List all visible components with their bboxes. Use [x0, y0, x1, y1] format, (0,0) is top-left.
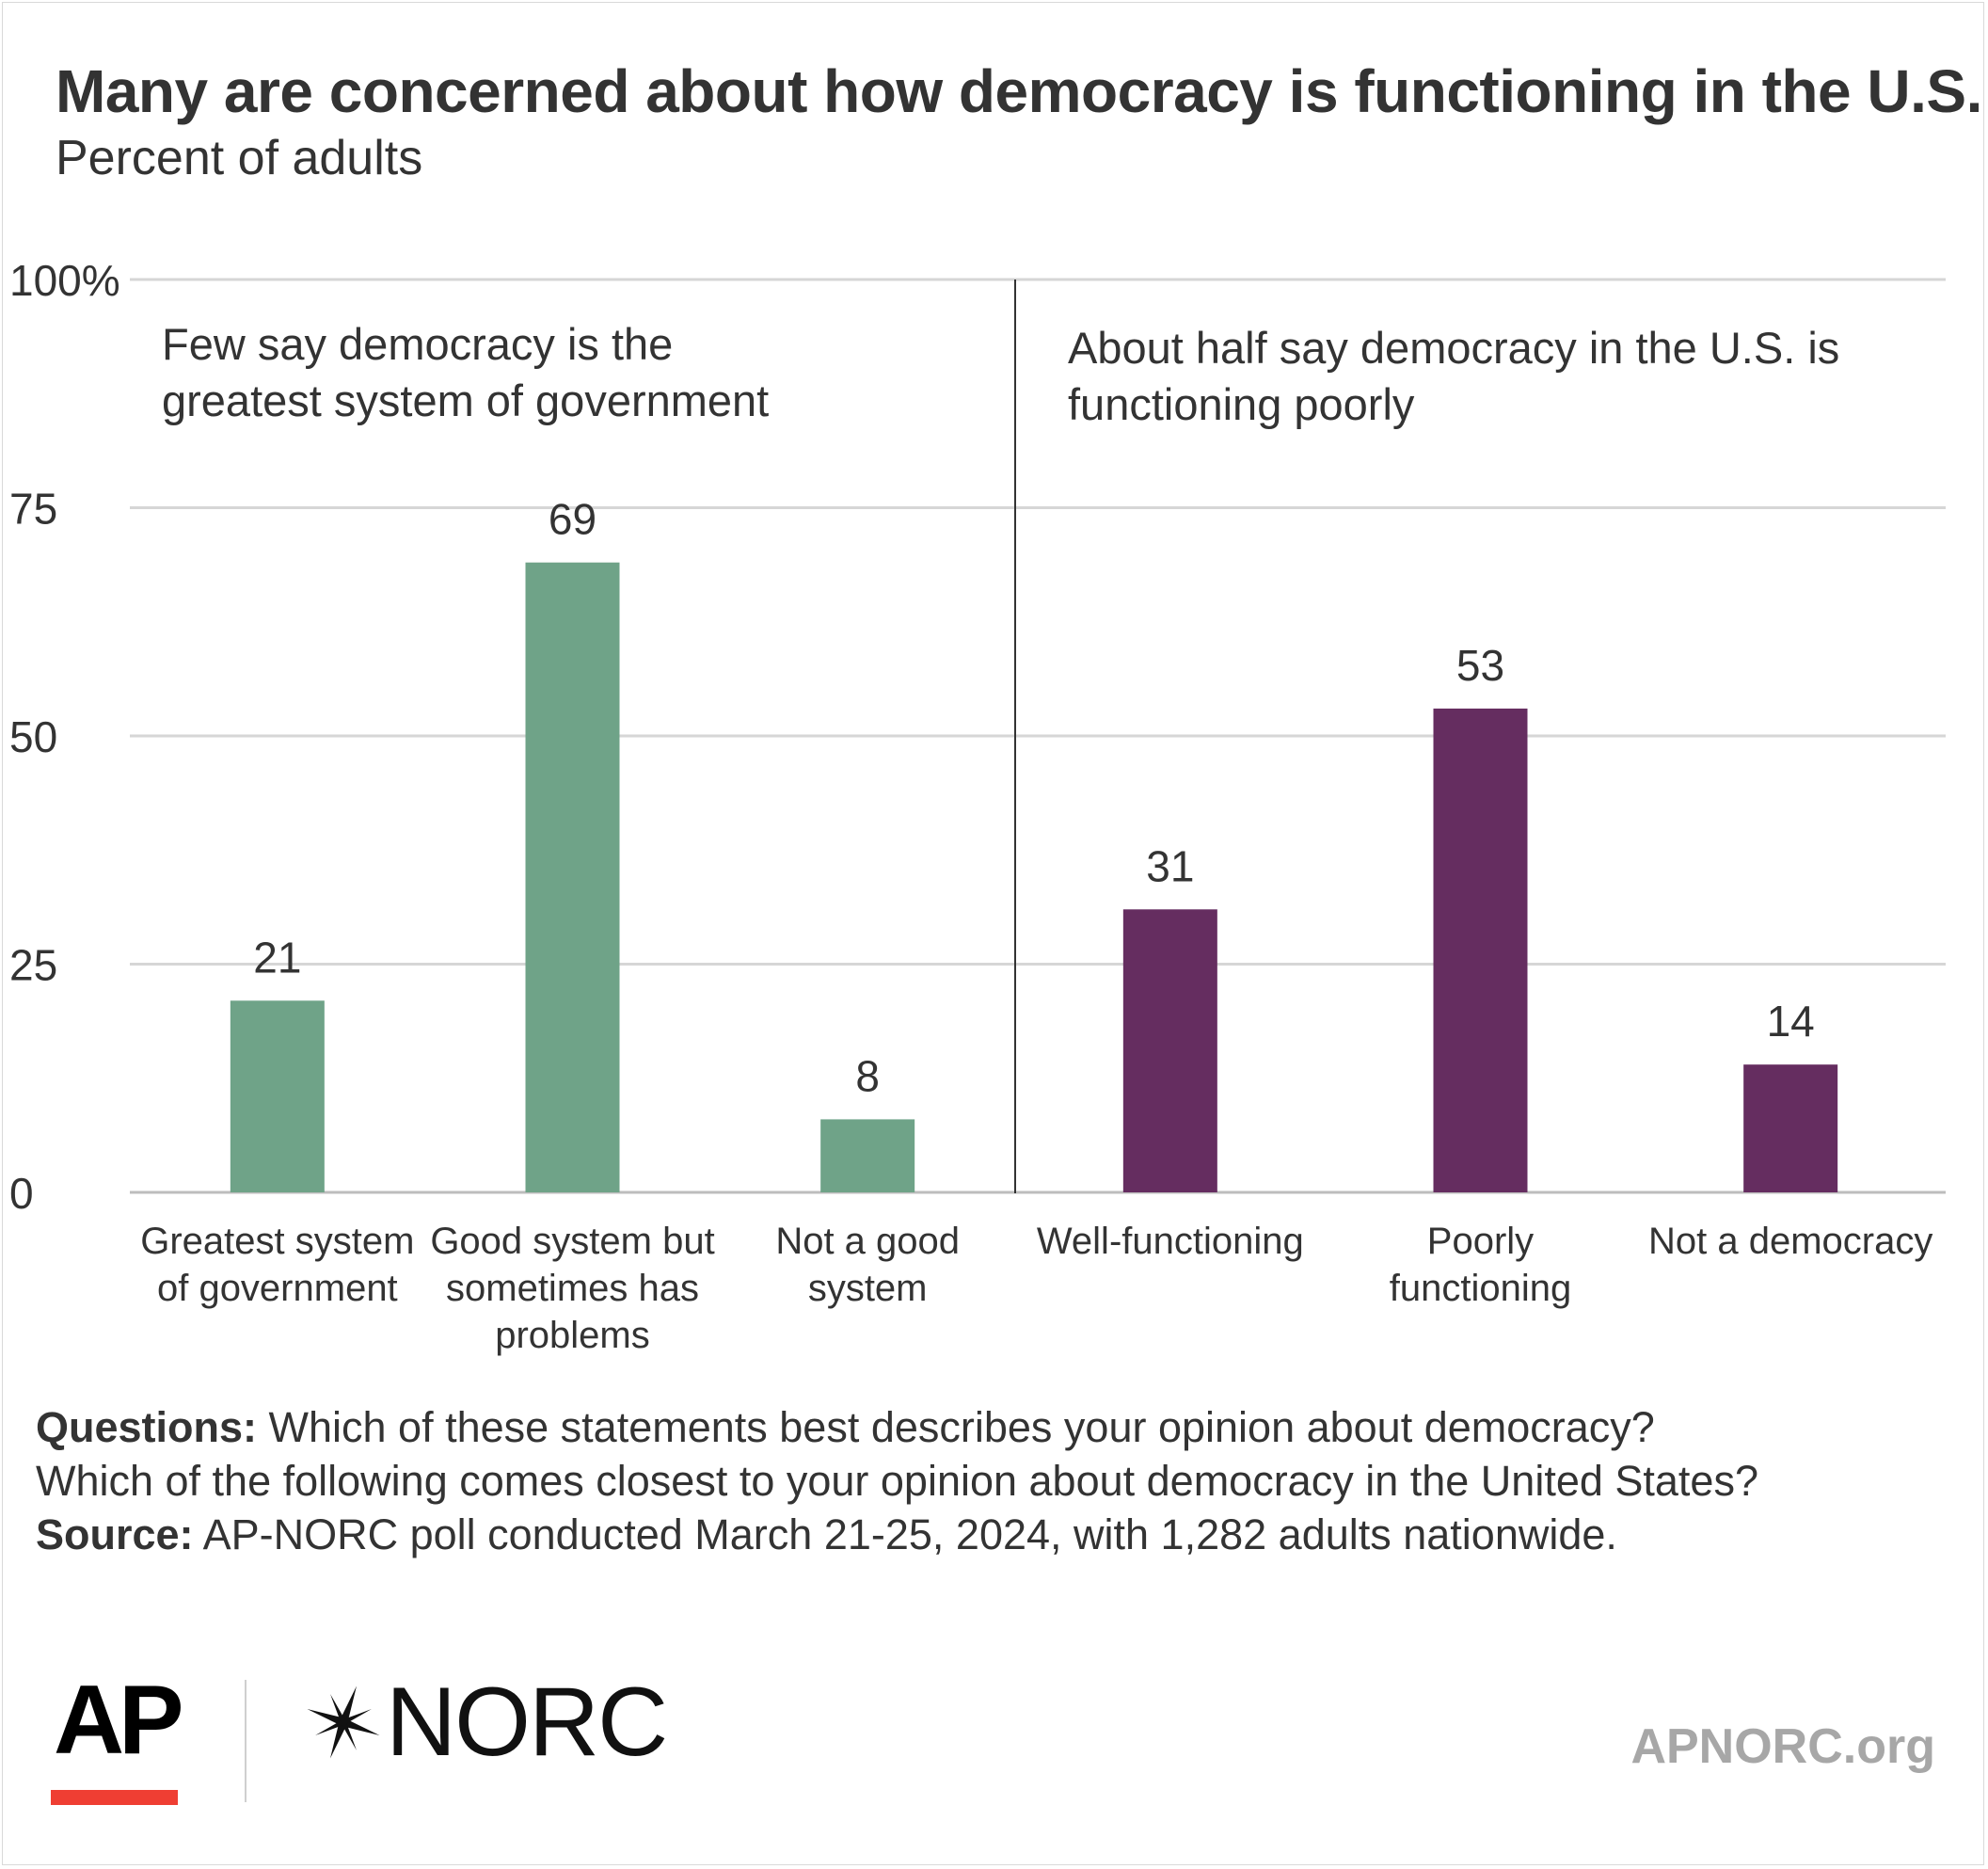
questions-line-2: Which of the following comes closest to …: [36, 1457, 1758, 1505]
questions-text-1: Which of these statements best describes…: [257, 1403, 1655, 1451]
ap-logo-red-bar: [51, 1790, 178, 1805]
category-label: Not a good system: [775, 1221, 960, 1309]
source-text: AP-NORC poll conducted March 21-25, 2024…: [193, 1510, 1617, 1558]
y-tick-label: 100%: [9, 256, 120, 305]
y-tick-label: 0: [9, 1169, 34, 1218]
gridlines: [130, 278, 1946, 1194]
chart-subtitle: Percent of adults: [56, 131, 423, 185]
y-tick-label: 75: [9, 485, 57, 534]
value-label: 21: [253, 933, 301, 982]
norc-star-icon: [307, 1685, 380, 1759]
bar: [1743, 1064, 1838, 1192]
bar: [820, 1119, 915, 1192]
category-label: Good system but sometimes has problems: [430, 1221, 714, 1356]
category-label: Well-functioning: [1037, 1221, 1304, 1262]
source-line: Source: AP-NORC poll conducted March 21-…: [36, 1508, 1758, 1561]
bar: [230, 1000, 325, 1192]
bar: [525, 562, 620, 1192]
value-label: 8: [855, 1051, 880, 1100]
questions-line-1: Questions: Which of these statements bes…: [36, 1400, 1758, 1454]
y-tick-label: 50: [9, 712, 57, 761]
value-label: 53: [1456, 641, 1504, 690]
value-labels: 21 69 8 31 53 14: [253, 495, 1815, 1101]
questions-label: Questions:: [36, 1403, 258, 1451]
category-label: Greatest system of government: [140, 1221, 414, 1309]
value-label: 69: [549, 495, 596, 544]
value-label: 31: [1146, 841, 1194, 890]
y-axis-ticks: 0 25 50 75 100%: [9, 256, 120, 1218]
bar: [1122, 909, 1217, 1192]
value-label: 14: [1767, 997, 1815, 1046]
site-url: APNORC.org: [1630, 1719, 1935, 1774]
ap-logo: AP: [54, 1666, 184, 1775]
logo-divider: [245, 1680, 247, 1802]
chart-title: Many are concerned about how democracy i…: [56, 57, 1982, 125]
notes: Questions: Which of these statements bes…: [36, 1400, 1758, 1561]
norc-logo: NORC: [386, 1668, 668, 1777]
y-tick-label: 25: [9, 941, 57, 990]
category-label: Poorly functioning: [1390, 1221, 1571, 1309]
panel-annotation: Few say democracy is the greatest system …: [162, 319, 769, 425]
panel-annotation: About half say democracy in the U.S. is f…: [1068, 323, 1839, 429]
category-label: Not a democracy: [1648, 1221, 1932, 1262]
panel-annotations: Few say democracy is the greatest system …: [162, 319, 1839, 429]
source-label: Source:: [36, 1510, 194, 1558]
bars: [230, 562, 1838, 1192]
bar: [1433, 708, 1528, 1192]
